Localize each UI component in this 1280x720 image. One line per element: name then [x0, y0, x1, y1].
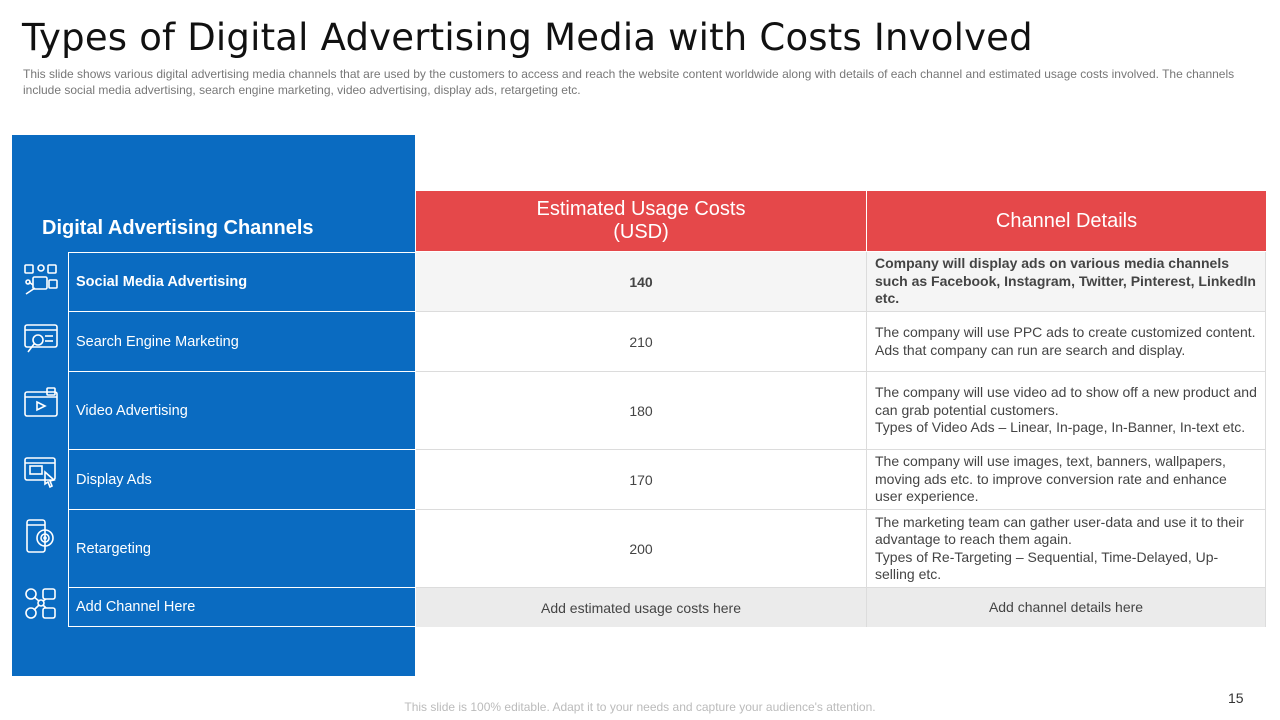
details-cell-video: The company will use video ad to show of… [866, 372, 1266, 450]
video-ad-icon [18, 382, 64, 426]
slide-title: Types of Digital Advertising Media with … [22, 16, 1033, 59]
details-cell-search-engine: The company will use PPC ads to create c… [866, 312, 1266, 372]
page-number: 15 [1228, 690, 1244, 706]
channels-header: Digital Advertising Channels [42, 217, 314, 239]
channel-label-video: Video Advertising [68, 372, 415, 450]
details-cell-social-media: Company will display ads on various medi… [866, 252, 1266, 312]
channel-label-search-engine: Search Engine Marketing [68, 312, 415, 372]
cost-column-header: Estimated Usage Costs (USD) [416, 191, 866, 251]
details-cell-add: Add channel details here [866, 588, 1266, 627]
social-media-icon [18, 258, 64, 302]
slide-footer: This slide is 100% editable. Adapt it to… [404, 700, 876, 714]
slide-subtitle: This slide shows various digital adverti… [23, 67, 1235, 97]
add-channel-icon [18, 582, 64, 626]
display-ad-icon [18, 450, 64, 494]
cost-cell-video: 180 [416, 372, 866, 450]
channel-label-retargeting: Retargeting [68, 510, 415, 588]
retargeting-icon [18, 514, 64, 558]
details-cell-retargeting: The marketing team can gather user-data … [866, 510, 1266, 588]
channel-label-add: Add Channel Here [68, 588, 415, 627]
channel-label-social-media: Social Media Advertising [68, 252, 415, 312]
cost-cell-display: 170 [416, 450, 866, 510]
cost-cell-add: Add estimated usage costs here [416, 588, 866, 627]
details-cell-display: The company will use images, text, banne… [866, 450, 1266, 510]
cost-cell-social-media: 140 [416, 252, 866, 312]
cost-cell-retargeting: 200 [416, 510, 866, 588]
channels-panel [12, 135, 415, 676]
cost-cell-search-engine: 210 [416, 312, 866, 372]
channel-label-display: Display Ads [68, 450, 415, 510]
search-engine-icon [18, 318, 64, 362]
details-column-header: Channel Details [867, 191, 1266, 251]
